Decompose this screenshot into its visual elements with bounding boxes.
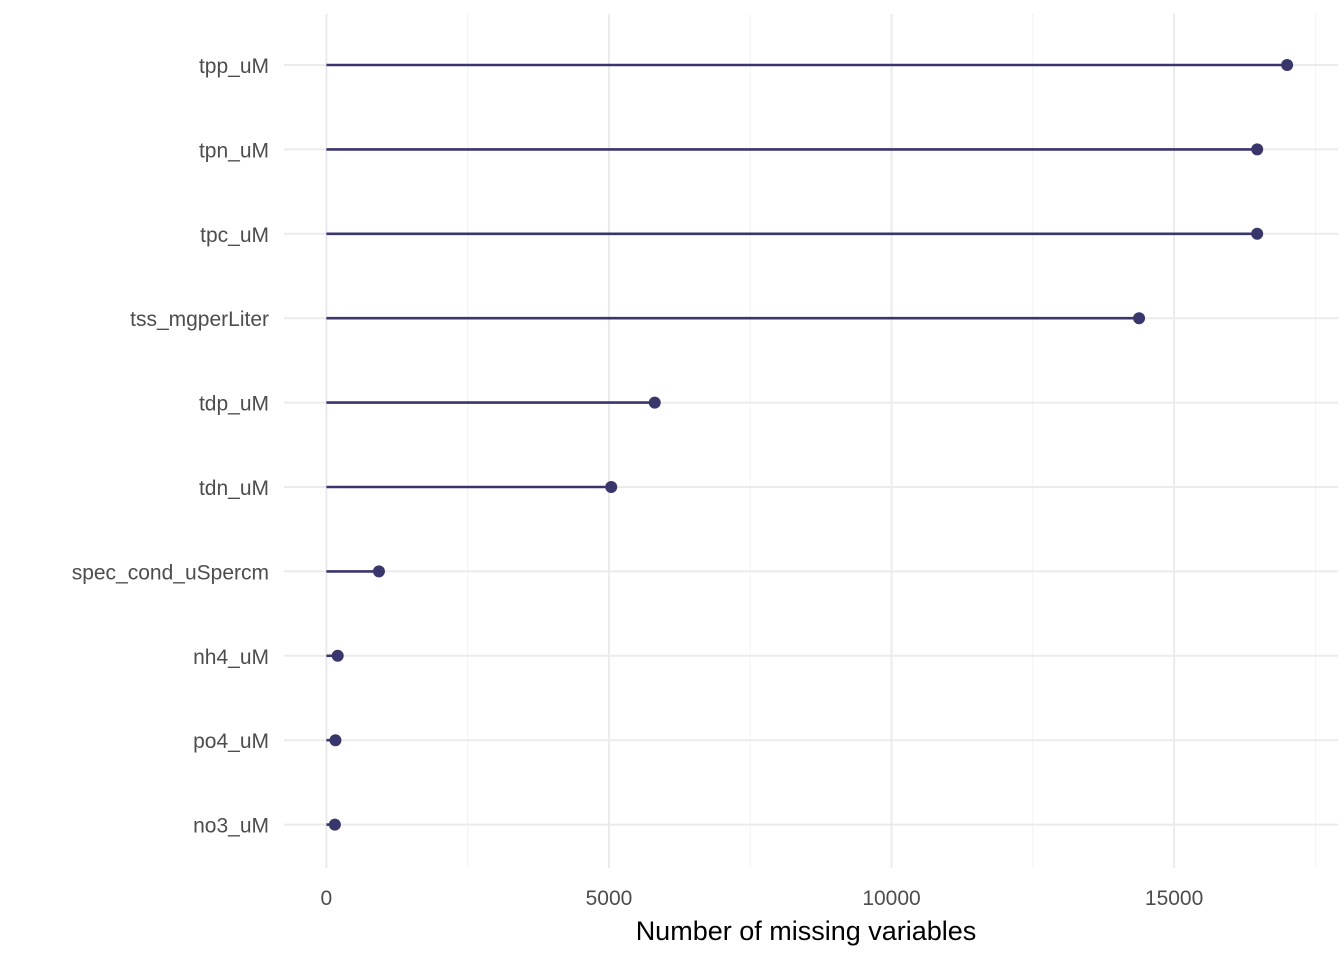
lollipop-point-spec_cond_uSpercm bbox=[372, 565, 385, 578]
y-tick-label: tpc_uM bbox=[200, 224, 269, 247]
y-tick-label: po4_uM bbox=[193, 730, 269, 753]
lollipop-point-no3_uM bbox=[328, 818, 341, 831]
y-tick-label: tdp_uM bbox=[199, 393, 269, 416]
lollipop-point-po4_uM bbox=[329, 734, 342, 747]
x-tick-label: 15000 bbox=[1145, 887, 1203, 910]
lollipop-point-tpc_uM bbox=[1251, 227, 1264, 240]
y-tick-label: nh4_uM bbox=[193, 646, 269, 669]
x-tick-label: 5000 bbox=[586, 887, 633, 910]
y-tick-label: tss_mgperLiter bbox=[130, 308, 269, 331]
lollipop-point-tdp_uM bbox=[648, 396, 661, 409]
marks-layer bbox=[326, 59, 1294, 831]
x-tick-label: 10000 bbox=[862, 887, 920, 910]
x-tick-label: 0 bbox=[321, 887, 333, 910]
lollipop-point-tdn_uM bbox=[605, 481, 618, 493]
y-tick-label: tpn_uM bbox=[199, 139, 269, 162]
y-tick-label: tpp_uM bbox=[199, 55, 269, 78]
y-tick-label: tdn_uM bbox=[199, 477, 269, 500]
lollipop-point-nh4_uM bbox=[331, 649, 344, 662]
y-tick-label: spec_cond_uSpercm bbox=[72, 561, 269, 584]
x-axis-title: Number of missing variables bbox=[636, 916, 977, 946]
lollipop-point-tpn_uM bbox=[1251, 143, 1264, 156]
lollipop-point-tss_mgperLiter bbox=[1133, 312, 1146, 325]
labels-layer: tpp_uM tpn_uM tpc_uM tss_mgperLiter tdp_uMtd… bbox=[72, 55, 1204, 910]
lollipop-point-tpp_uM bbox=[1281, 59, 1294, 71]
grid-layer bbox=[284, 14, 1338, 868]
y-tick-label: no3_uM bbox=[193, 815, 269, 838]
